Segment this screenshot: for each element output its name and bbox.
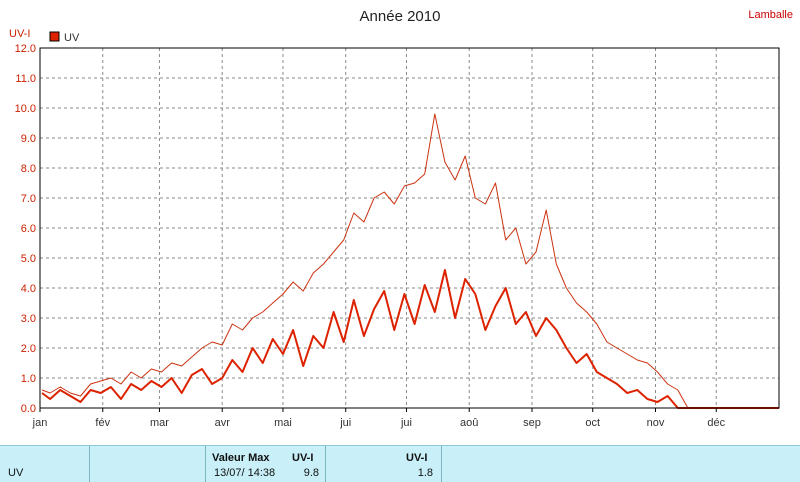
plot-frame bbox=[39, 47, 780, 409]
x-tick-label: jui bbox=[400, 417, 412, 429]
uv-chart: Année 2010 Lamballe UV-I UV 0.0 1.0 2.0 3.0… bbox=[9, 8, 793, 429]
uv-max-series-line bbox=[41, 113, 779, 409]
avg-unit-header: UV-I bbox=[406, 452, 428, 464]
avg-value: 1.8 bbox=[417, 467, 433, 479]
summary-bar: UV Valeur Max UV-I 13/07/ 14:38 9.8 UV-I… bbox=[0, 445, 800, 482]
max-unit-header: UV-I bbox=[292, 452, 314, 464]
chart-title: Année 2010 bbox=[360, 8, 441, 25]
x-tick-label: mar bbox=[150, 417, 169, 429]
summary-max-cell: Valeur Max UV-I 13/07/ 14:38 9.8 bbox=[206, 446, 326, 482]
tick-labels: 0.0 1.0 2.0 3.0 4.0 5.0 6.0 7.0 8.0 9.0 10.0 11.0 12… bbox=[15, 43, 726, 429]
y-tick-label: 4.0 bbox=[21, 283, 36, 295]
y-tick-label: 7.0 bbox=[21, 193, 36, 205]
max-header: Valeur Max bbox=[212, 452, 270, 464]
x-tick-label: jui bbox=[339, 417, 351, 429]
y-tick-label: 6.0 bbox=[21, 223, 36, 235]
uv-series-line bbox=[41, 269, 779, 409]
y-tick-label: 3.0 bbox=[21, 313, 36, 325]
max-timestamp: 13/07/ 14:38 bbox=[214, 467, 276, 479]
legend-label: UV bbox=[64, 32, 80, 44]
x-tick-label: fév bbox=[95, 417, 110, 429]
y-tick-label: 0.0 bbox=[21, 403, 36, 415]
y-tick-label: 11.0 bbox=[15, 73, 36, 85]
legend-swatch bbox=[49, 31, 60, 42]
x-tick-label: oct bbox=[585, 417, 600, 429]
summary-row-label: UV bbox=[8, 467, 24, 479]
y-tick-label: 12.0 bbox=[15, 43, 36, 55]
y-tick-label: 5.0 bbox=[21, 253, 36, 265]
x-tick-label: aoû bbox=[460, 417, 478, 429]
y-tick-label: 8.0 bbox=[21, 163, 36, 175]
summary-row-label-cell: UV bbox=[0, 446, 90, 482]
summary-avg-cell: UV-I 1.8 bbox=[326, 446, 442, 482]
max-value: 9.8 bbox=[303, 467, 319, 479]
x-tick-label: avr bbox=[215, 417, 231, 429]
series-lines bbox=[41, 113, 779, 409]
summary-spacer-cell bbox=[90, 446, 206, 482]
x-tick-label: sep bbox=[523, 417, 541, 429]
location-label: Lamballe bbox=[748, 9, 793, 21]
x-tick-label: jan bbox=[32, 417, 48, 429]
x-tick-label: mai bbox=[274, 417, 292, 429]
y-axis-label: UV-I bbox=[9, 28, 30, 40]
grid bbox=[40, 48, 779, 408]
y-tick-label: 1.0 bbox=[21, 373, 36, 385]
y-tick-label: 2.0 bbox=[21, 343, 36, 355]
y-tick-label: 10.0 bbox=[15, 103, 36, 115]
x-tick-label: nov bbox=[647, 417, 665, 429]
x-tick-label: déc bbox=[707, 417, 725, 429]
y-tick-label: 9.0 bbox=[21, 133, 36, 145]
